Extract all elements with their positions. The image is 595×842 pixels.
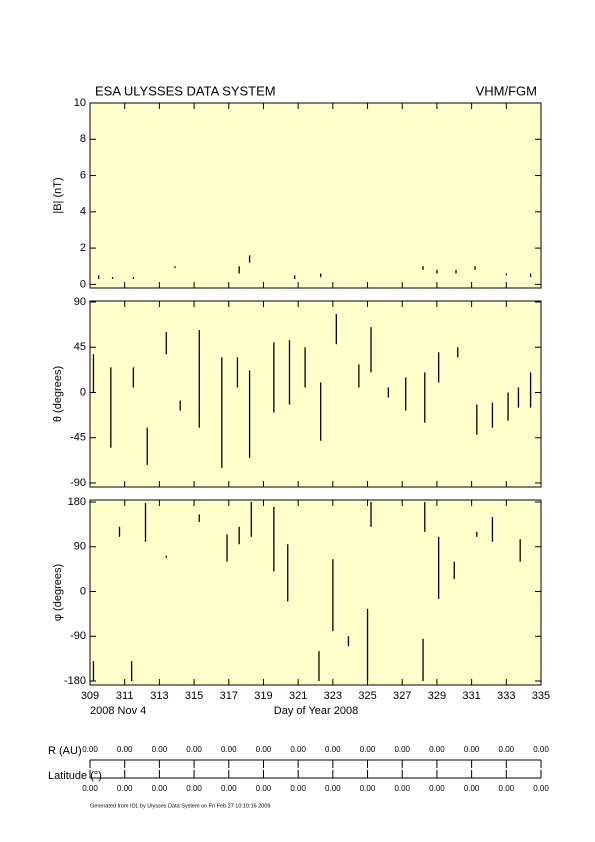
header-right: VHM/FGM [476,83,537,98]
y-tick-label: 90 [74,296,86,308]
plot-area [89,499,542,686]
y-tick-label: 0 [80,278,86,290]
x-tick-label: 327 [393,690,411,702]
latitude-label: Latitude (°) [48,770,102,782]
ephemeris-value: 0.00 [82,745,98,754]
ephemeris-value: 0.00 [221,784,237,793]
y-tick-label: 45 [74,341,86,353]
y-tick-label: -90 [70,477,86,489]
header-left: ESA ULYSSES DATA SYSTEM [95,83,276,98]
x-tick-label: 315 [185,690,203,702]
x-tick-label: 335 [532,690,550,702]
ephemeris-value: 0.00 [290,745,306,754]
x-tick-label: 311 [116,690,134,702]
x-tick-label: 321 [289,690,307,702]
y-tick-label: 6 [80,169,86,181]
start-date: 2008 Nov 4 [90,705,146,717]
ephemeris-value: 0.00 [152,745,168,754]
y-tick-label: 8 [80,133,86,145]
y-axis-label: θ (degrees) [52,366,64,422]
ephemeris-value: 0.00 [117,745,133,754]
ephemeris-value: 0.00 [325,784,341,793]
ephemeris-value: 0.00 [464,745,480,754]
ephemeris-value: 0.00 [360,784,376,793]
y-tick-label: -90 [70,630,86,642]
y-axis-label: |B| (nT) [52,177,64,213]
ephemeris-value: 0.00 [429,745,445,754]
x-tick-label: 331 [462,690,480,702]
ephemeris-value: 0.00 [256,745,272,754]
ephemeris-value: 0.00 [360,745,376,754]
plot-area [89,300,542,488]
y-tick-label: 0 [80,585,86,597]
ephemeris-value: 0.00 [394,784,410,793]
ephemeris-value: 0.00 [499,784,515,793]
ephemeris-value: 0.00 [499,745,515,754]
ephemeris-value: 0.00 [221,745,237,754]
ephemeris-value: 0.00 [464,784,480,793]
ephemeris-value: 0.00 [152,784,168,793]
x-tick-label: 323 [324,690,342,702]
ephemeris-value: 0.00 [429,784,445,793]
ephemeris-value: 0.00 [394,745,410,754]
ephemeris-value: 0.00 [186,745,202,754]
y-tick-label: 4 [80,206,86,218]
y-tick-label: 2 [80,242,86,254]
ephemeris-value: 0.00 [186,784,202,793]
ephemeris-value: 0.00 [533,784,549,793]
y-tick-label: 0 [80,386,86,398]
footer: Generated from IDL by Ulysses Data Syste… [90,803,270,809]
ephemeris-value: 0.00 [325,745,341,754]
x-axis-label: Day of Year 2008 [274,705,358,717]
ephemeris-value: 0.00 [290,784,306,793]
y-tick-label: 10 [74,97,86,109]
x-tick-label: 319 [254,690,272,702]
x-tick-label: 309 [81,690,99,702]
ephemeris-value: 0.00 [256,784,272,793]
y-axis-label: φ (degrees) [52,564,64,621]
x-tick-label: 329 [428,690,446,702]
x-tick-label: 325 [358,690,376,702]
x-tick-label: 317 [220,690,238,702]
x-tick-label: 313 [150,690,168,702]
plot-area [89,102,542,289]
ephemeris-value: 0.00 [82,784,98,793]
ephemeris-value: 0.00 [117,784,133,793]
y-tick-label: 180 [68,496,86,508]
y-tick-label: -180 [64,675,86,687]
r-label: R (AU) [48,745,82,757]
ephemeris-value: 0.00 [533,745,549,754]
y-tick-label: 90 [74,541,86,553]
x-tick-label: 333 [497,690,515,702]
y-tick-label: -45 [70,432,86,444]
